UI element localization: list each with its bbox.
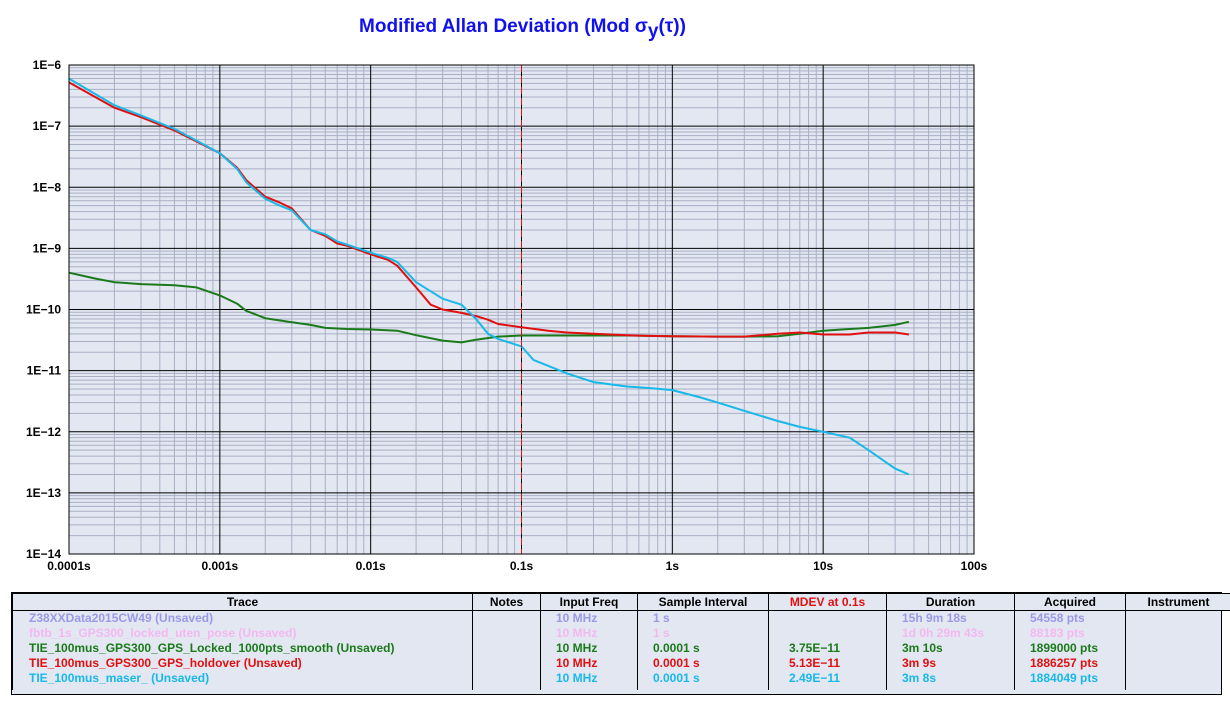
series-line: [68, 77, 910, 476]
table-row[interactable]: TIE_100mus_maser_ (Unsaved) 10 MHz 0.000…: [12, 671, 1230, 686]
cell-sample-interval: 0.0001 s: [637, 671, 769, 686]
y-tick-label: 1E−6: [33, 58, 62, 72]
x-tick-label: 0.001s: [201, 559, 238, 573]
y-tick-label: 1E−12: [26, 425, 61, 439]
cell-duration: 1d 0h 29m 43s: [886, 626, 1015, 641]
chart-title-tail: (τ)): [658, 16, 686, 37]
cell-instrument: [1125, 656, 1230, 671]
header-instrument[interactable]: Instrument: [1125, 593, 1230, 611]
table-row[interactable]: fbtb_1s_GPS300_locked_uten_pose (Unsaved…: [12, 626, 1230, 641]
table-filler-row: [12, 686, 1230, 690]
cell-mdev: 3.75E−11: [768, 641, 887, 656]
cell-acquired: 1884049 pts: [1014, 671, 1126, 686]
cell-acquired: 88183 pts: [1014, 626, 1126, 641]
cell-trace: TIE_100mus_GPS300_GPS_Locked_1000pts_smo…: [12, 641, 473, 656]
y-axis-ticks: 1E−6 1E−7 1E−8 1E−9 1E−10 1E−11 1E−12 1E−13 1E−1…: [26, 58, 61, 561]
cell-duration: 15h 9m 18s: [886, 610, 1015, 626]
cell-mdev: 5.13E−11: [768, 656, 887, 671]
chart-title-main: Modified Allan Deviation (Mod σ: [359, 16, 648, 37]
cell-trace: fbtb_1s_GPS300_locked_uten_pose (Unsaved…: [12, 626, 473, 641]
cell-sample-interval: 1 s: [637, 626, 769, 641]
cell-sample-interval: 1 s: [637, 610, 769, 626]
x-tick-label: 0.01s: [356, 559, 386, 573]
cell-duration: 3m 9s: [886, 656, 1015, 671]
x-tick-label: 0.0001s: [47, 559, 91, 573]
cell-acquired: 1886257 pts: [1014, 656, 1126, 671]
y-tick-label: 1E−13: [26, 486, 61, 500]
header-mdev[interactable]: MDEV at 0.1s: [768, 593, 887, 611]
cell-notes: [472, 656, 541, 671]
cell-input-freq: 10 MHz: [540, 656, 638, 671]
header-sample-interval[interactable]: Sample Interval: [637, 593, 769, 611]
table-row[interactable]: TIE_100mus_GPS300_GPS_holdover (Unsaved)…: [12, 656, 1230, 671]
chart-title-subscript: y: [647, 21, 659, 42]
cell-trace: Z38XXData2015CW49 (Unsaved): [12, 610, 473, 626]
chart-title: Modified Allan Deviation (Mod σy(τ)): [0, 16, 1045, 42]
header-notes[interactable]: Notes: [472, 593, 541, 611]
cell-trace: TIE_100mus_GPS300_GPS_holdover (Unsaved): [12, 656, 473, 671]
table-header-row: Trace Notes Input Freq Sample Interval M…: [12, 593, 1230, 611]
cell-mdev: [768, 626, 887, 641]
cell-duration: 3m 10s: [886, 641, 1015, 656]
y-tick-label: 1E−11: [27, 364, 62, 378]
cell-instrument: [1125, 610, 1230, 626]
cell-instrument: [1125, 671, 1230, 686]
y-tick-label: 1E−10: [26, 303, 61, 317]
cell-duration: 3m 8s: [886, 671, 1015, 686]
x-tick-label: 100s: [961, 559, 988, 573]
table-row[interactable]: TIE_100mus_GPS300_GPS_Locked_1000pts_smo…: [12, 641, 1230, 656]
cell-instrument: [1125, 626, 1230, 641]
cell-instrument: [1125, 641, 1230, 656]
series-line: [68, 81, 910, 338]
cell-input-freq: 10 MHz: [540, 671, 638, 686]
cell-sample-interval: 0.0001 s: [637, 656, 769, 671]
cell-notes: [472, 610, 541, 626]
cell-notes: [472, 671, 541, 686]
cell-notes: [472, 626, 541, 641]
series-layer: [68, 77, 910, 476]
cell-acquired: 54558 pts: [1014, 610, 1126, 626]
adev-chart: 1E−6 1E−7 1E−8 1E−9 1E−10 1E−11 1E−12 1E−13 1E−1…: [26, 58, 988, 573]
cell-sample-interval: 0.0001 s: [637, 641, 769, 656]
table-row[interactable]: Z38XXData2015CW49 (Unsaved) 10 MHz 1 s 1…: [12, 610, 1230, 626]
x-tick-label: 1s: [666, 559, 680, 573]
header-input-freq[interactable]: Input Freq: [540, 593, 638, 611]
series-line: [68, 271, 910, 344]
y-tick-label: 1E−14: [26, 547, 61, 561]
cell-trace: TIE_100mus_maser_ (Unsaved): [12, 671, 473, 686]
cell-notes: [472, 641, 541, 656]
y-tick-label: 1E−8: [33, 180, 62, 194]
x-tick-label: 10s: [813, 559, 833, 573]
x-tick-label: 0.1s: [510, 559, 534, 573]
cell-acquired: 1899000 pts: [1014, 641, 1126, 656]
x-axis-ticks: 0.0001s 0.001s 0.01s 0.1s 1s 10s 100s: [47, 559, 987, 573]
plot-frame: [68, 64, 975, 555]
header-duration[interactable]: Duration: [886, 593, 1015, 611]
cell-input-freq: 10 MHz: [540, 641, 638, 656]
y-tick-label: 1E−9: [33, 241, 62, 255]
y-tick-label: 1E−7: [33, 119, 62, 133]
header-acquired[interactable]: Acquired: [1014, 593, 1126, 611]
header-trace[interactable]: Trace: [12, 593, 473, 611]
cell-mdev: 2.49E−11: [768, 671, 887, 686]
trace-statistics-table: Trace Notes Input Freq Sample Interval M…: [11, 592, 1230, 695]
cell-input-freq: 10 MHz: [540, 610, 638, 626]
cell-mdev: [768, 610, 887, 626]
cell-input-freq: 10 MHz: [540, 626, 638, 641]
